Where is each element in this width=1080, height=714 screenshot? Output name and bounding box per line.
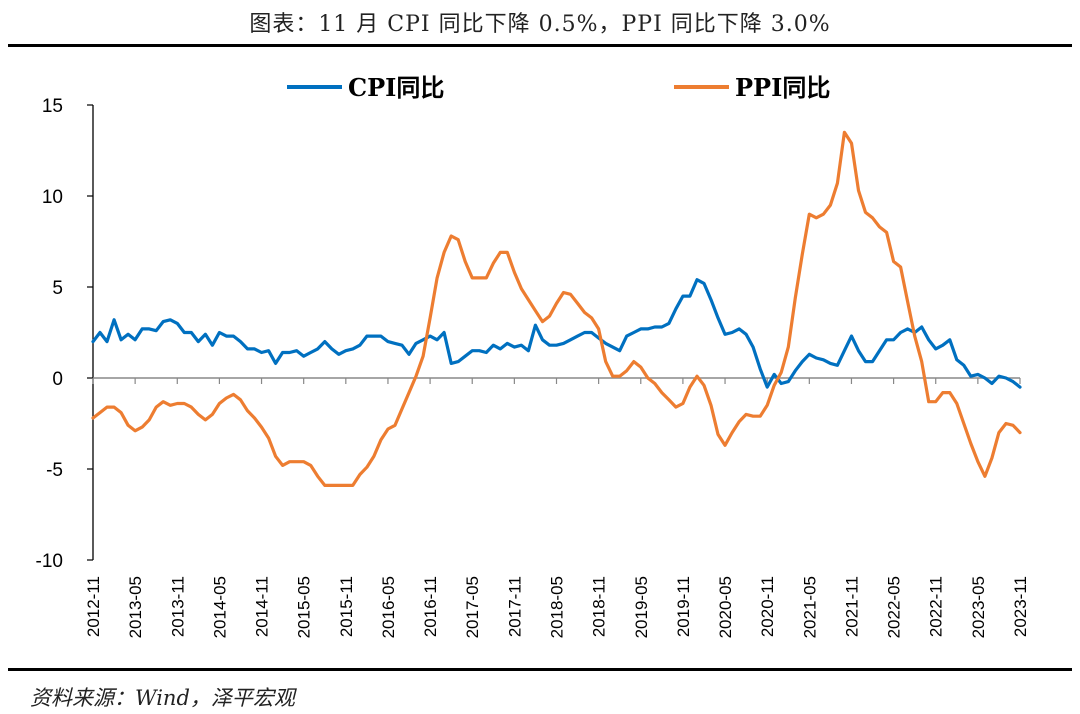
y-tick-label: -5 — [46, 460, 63, 481]
x-tick-label: 2016-05 — [379, 576, 398, 638]
series-line-cpi — [91, 278, 1022, 389]
x-tick-label: 2014-11 — [253, 576, 272, 637]
x-axis: 2012-11 2013-05 2013-11 2014-05 2014-11 2015-… — [84, 377, 1030, 638]
series-lines — [91, 130, 1022, 487]
x-tick-label: 2015-05 — [295, 576, 314, 638]
x-tick-label: 2016-11 — [421, 576, 440, 637]
y-tick-label: -10 — [36, 551, 63, 572]
x-tick-label: 2013-05 — [126, 576, 145, 638]
x-tick-label: 2023-11 — [1011, 576, 1030, 637]
y-tick-label: 5 — [52, 278, 63, 299]
x-tick-label: 2020-11 — [758, 576, 777, 637]
x-tick-label: 2021-11 — [842, 576, 861, 637]
x-tick-label: 2018-11 — [590, 576, 609, 637]
legend: CPI同比 PPI同比 — [287, 73, 830, 102]
legend-label-ppi: PPI同比 — [735, 73, 830, 102]
page-title: 图表：11 月 CPI 同比下降 0.5%，PPI 同比下降 3.0% — [249, 12, 831, 37]
x-tick-label: 2017-11 — [505, 576, 524, 637]
x-tick-label: 2023-05 — [969, 576, 988, 638]
source-note: 资料来源：Wind，泽平宏观 — [30, 686, 295, 710]
x-tick-label: 2022-05 — [885, 576, 904, 638]
y-tick-label: 0 — [52, 369, 63, 390]
legend-label-cpi: CPI同比 — [348, 73, 444, 102]
top-rule — [8, 44, 1072, 47]
x-tick-label: 2019-11 — [674, 576, 693, 637]
series-line-ppi — [91, 130, 1022, 487]
x-tick-label: 2022-11 — [927, 576, 946, 637]
x-tick-label: 2019-05 — [632, 576, 651, 638]
x-tick-label: 2012-11 — [84, 576, 103, 637]
y-tick-label: 10 — [42, 187, 63, 208]
x-tick-label: 2017-05 — [463, 576, 482, 638]
x-tick-label: 2013-11 — [168, 576, 187, 637]
x-tick-label: 2020-05 — [716, 576, 735, 638]
y-tick-label: 15 — [42, 96, 63, 117]
x-tick-label: 2021-05 — [800, 576, 819, 638]
x-tick-label: 2014-05 — [210, 576, 229, 638]
x-tick-label: 2015-11 — [337, 576, 356, 637]
bottom-rule — [8, 668, 1072, 671]
y-axis: 15 10 5 0 -5 -10 — [36, 96, 94, 572]
x-tick-label: 2018-05 — [548, 576, 567, 638]
